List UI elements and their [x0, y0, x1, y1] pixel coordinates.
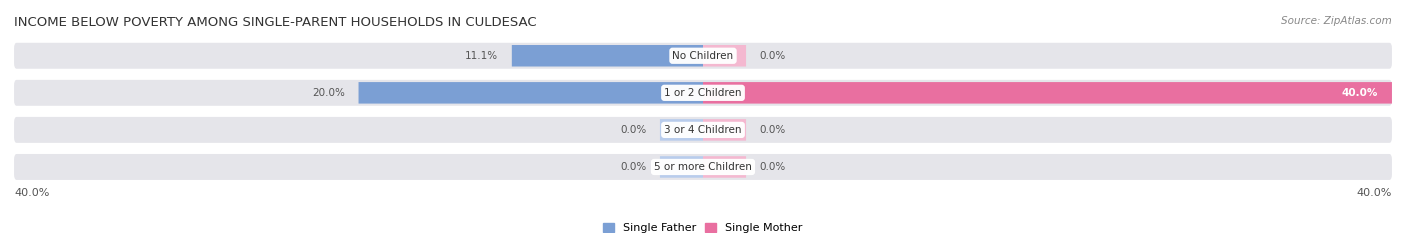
FancyBboxPatch shape: [659, 156, 703, 178]
FancyBboxPatch shape: [703, 45, 747, 66]
FancyBboxPatch shape: [14, 117, 1392, 143]
Text: 20.0%: 20.0%: [312, 88, 344, 98]
Text: 1 or 2 Children: 1 or 2 Children: [664, 88, 742, 98]
FancyBboxPatch shape: [14, 80, 1392, 106]
Text: No Children: No Children: [672, 51, 734, 61]
Legend: Single Father, Single Mother: Single Father, Single Mother: [599, 219, 807, 233]
FancyBboxPatch shape: [659, 119, 703, 141]
FancyBboxPatch shape: [703, 82, 1392, 104]
Text: 40.0%: 40.0%: [14, 188, 49, 199]
FancyBboxPatch shape: [359, 82, 703, 104]
Text: 0.0%: 0.0%: [759, 51, 786, 61]
FancyBboxPatch shape: [14, 43, 1392, 69]
Text: 0.0%: 0.0%: [620, 125, 647, 135]
Text: INCOME BELOW POVERTY AMONG SINGLE-PARENT HOUSEHOLDS IN CULDESAC: INCOME BELOW POVERTY AMONG SINGLE-PARENT…: [14, 16, 537, 29]
Text: 0.0%: 0.0%: [620, 162, 647, 172]
FancyBboxPatch shape: [703, 119, 747, 141]
Text: 0.0%: 0.0%: [759, 125, 786, 135]
FancyBboxPatch shape: [512, 45, 703, 66]
Text: 40.0%: 40.0%: [1357, 188, 1392, 199]
Text: 3 or 4 Children: 3 or 4 Children: [664, 125, 742, 135]
Text: 11.1%: 11.1%: [465, 51, 498, 61]
Text: 40.0%: 40.0%: [1341, 88, 1378, 98]
Text: 0.0%: 0.0%: [759, 162, 786, 172]
Text: 5 or more Children: 5 or more Children: [654, 162, 752, 172]
FancyBboxPatch shape: [703, 156, 747, 178]
Text: Source: ZipAtlas.com: Source: ZipAtlas.com: [1281, 16, 1392, 26]
FancyBboxPatch shape: [14, 154, 1392, 180]
